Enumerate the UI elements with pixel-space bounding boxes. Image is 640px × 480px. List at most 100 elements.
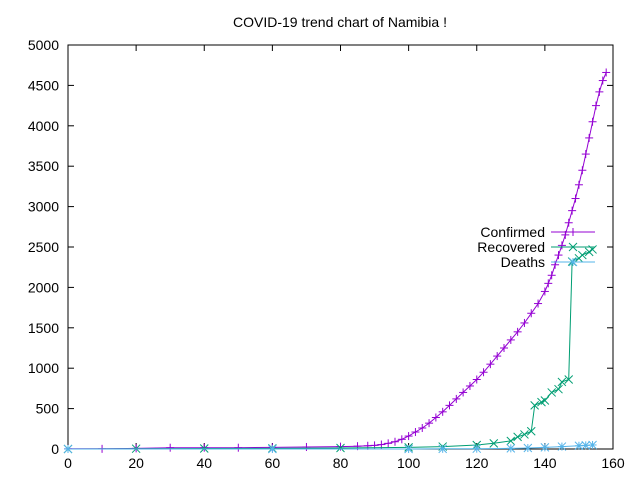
- y-tick-label: 3000: [28, 199, 59, 215]
- data-point-deaths: [574, 441, 584, 451]
- data-point-recovered: [540, 396, 550, 405]
- data-point-deaths: [472, 444, 482, 454]
- y-tick-label: 1500: [28, 320, 59, 336]
- series-recovered: [63, 245, 597, 454]
- data-point-confirmed: [571, 194, 580, 203]
- data-point-confirmed: [581, 150, 590, 159]
- data-point-deaths: [540, 443, 550, 452]
- data-point-deaths: [557, 442, 567, 451]
- data-point-confirmed: [547, 271, 556, 280]
- data-point-confirmed: [574, 180, 583, 189]
- data-point-confirmed: [591, 101, 600, 110]
- data-point-confirmed: [438, 407, 447, 416]
- data-point-recovered: [577, 250, 587, 260]
- data-point-confirmed: [166, 443, 175, 452]
- x-tick-label: 60: [265, 455, 281, 471]
- y-tick-label: 5000: [28, 37, 59, 53]
- y-tick-label: 1000: [28, 360, 59, 376]
- data-point-confirmed: [578, 166, 587, 175]
- data-point-confirmed: [506, 335, 515, 344]
- data-point-confirmed: [397, 435, 406, 444]
- data-point-confirmed: [527, 309, 536, 318]
- data-point-confirmed: [452, 394, 461, 403]
- data-point-confirmed: [602, 68, 611, 77]
- data-point-deaths: [404, 444, 413, 454]
- data-point-confirmed: [595, 87, 604, 96]
- data-point-confirmed: [493, 352, 502, 361]
- data-point-deaths: [506, 444, 516, 453]
- data-point-deaths: [523, 443, 533, 453]
- data-point-confirmed: [557, 241, 566, 250]
- data-point-confirmed: [465, 381, 474, 390]
- data-point-recovered: [554, 384, 563, 394]
- x-tick-label: 40: [196, 455, 212, 471]
- data-point-recovered: [564, 375, 574, 384]
- data-point-confirmed: [534, 299, 543, 308]
- legend-marker-deaths: [568, 257, 578, 267]
- data-point-confirmed: [234, 443, 243, 452]
- x-axis: 0 20 40 60 80 100 120 140 160: [64, 45, 625, 471]
- data-point-confirmed: [513, 327, 522, 336]
- data-point-recovered: [557, 377, 567, 387]
- data-point-confirmed: [585, 133, 594, 142]
- data-point-confirmed: [564, 218, 573, 227]
- data-point-confirmed: [302, 442, 311, 451]
- y-tick-label: 500: [36, 401, 60, 417]
- data-point-deaths: [63, 444, 73, 454]
- legend-marker-confirmed: [569, 228, 577, 236]
- data-point-recovered: [526, 426, 536, 436]
- data-point-recovered: [513, 432, 522, 442]
- data-point-recovered: [520, 430, 529, 439]
- data-point-confirmed: [391, 437, 399, 446]
- legend-marker-recovered: [568, 242, 578, 252]
- data-point-confirmed: [520, 318, 529, 327]
- data-point-confirmed: [404, 432, 413, 441]
- data-point-confirmed: [200, 443, 209, 452]
- y-tick-label: 3500: [28, 158, 59, 174]
- data-point-confirmed: [486, 360, 495, 369]
- y-tick-label: 0: [51, 441, 59, 457]
- data-point-confirmed: [459, 388, 468, 397]
- legend-label-recovered: Recovered: [477, 239, 545, 255]
- data-point-confirmed: [418, 423, 427, 432]
- data-point-deaths: [588, 440, 597, 450]
- x-tick-label: 120: [465, 455, 489, 471]
- data-point-confirmed: [598, 76, 607, 85]
- x-tick-label: 100: [397, 455, 421, 471]
- series-deaths: [63, 440, 597, 454]
- data-point-confirmed: [363, 441, 372, 450]
- data-point-confirmed: [588, 117, 597, 126]
- y-axis: 0 500 1000 1500 2000 2500 3000 3500 4000 4500 5000: [28, 37, 613, 457]
- data-point-deaths: [581, 441, 591, 450]
- legend-label-deaths: Deaths: [501, 254, 545, 270]
- data-point-recovered: [530, 401, 540, 410]
- data-point-deaths: [268, 444, 277, 454]
- y-tick-label: 2500: [28, 239, 59, 255]
- series-line-recovered: [67, 248, 593, 450]
- data-point-confirmed: [479, 368, 488, 377]
- data-point-deaths: [438, 444, 448, 454]
- series-layer: [63, 68, 611, 454]
- data-point-confirmed: [445, 401, 454, 410]
- data-point-recovered: [506, 436, 516, 446]
- x-tick-label: 0: [64, 455, 72, 471]
- x-tick-label: 160: [601, 455, 625, 471]
- chart-title: COVID-19 trend chart of Namibia !: [233, 14, 447, 30]
- data-point-confirmed: [568, 206, 577, 215]
- data-point-confirmed: [540, 287, 549, 296]
- x-tick-label: 80: [333, 455, 349, 471]
- y-tick-label: 4500: [28, 77, 59, 93]
- data-point-confirmed: [554, 251, 563, 260]
- y-tick-label: 4000: [28, 118, 59, 134]
- data-point-confirmed: [425, 419, 434, 428]
- data-point-confirmed: [472, 375, 481, 384]
- x-tick-label: 20: [128, 455, 144, 471]
- data-point-recovered: [336, 443, 345, 453]
- y-tick-label: 2000: [28, 279, 59, 295]
- x-tick-label: 140: [533, 455, 557, 471]
- legend-label-confirmed: Confirmed: [480, 224, 545, 240]
- data-point-confirmed: [384, 439, 393, 448]
- data-point-confirmed: [544, 279, 553, 288]
